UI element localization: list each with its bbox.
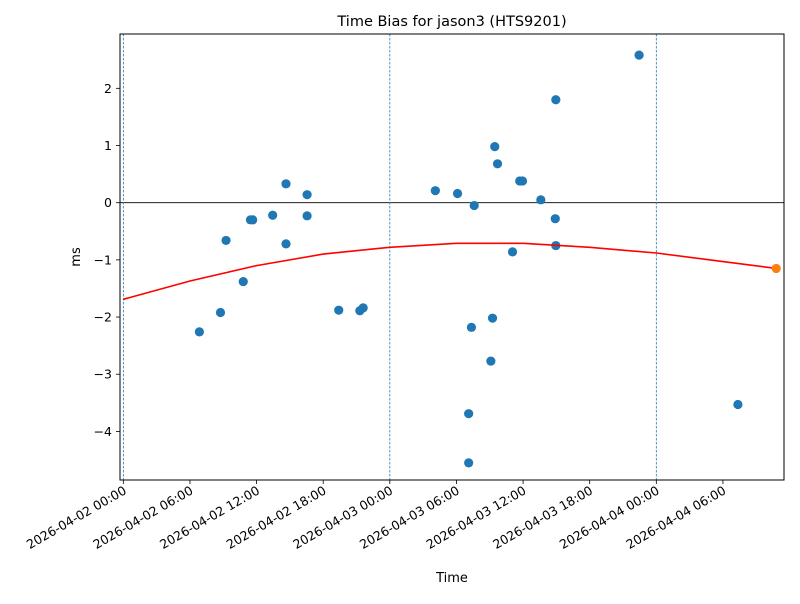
data-point bbox=[452, 188, 463, 199]
x-axis-label: Time bbox=[435, 571, 468, 586]
y-tick-label: 2 bbox=[104, 81, 112, 96]
data-point bbox=[248, 215, 258, 225]
data-point bbox=[466, 322, 477, 332]
data-point bbox=[492, 159, 503, 169]
data-point bbox=[221, 235, 231, 246]
data-point bbox=[490, 142, 500, 152]
chart-title: Time Bias for jason3 (HTS9201) bbox=[336, 14, 566, 30]
data-point bbox=[550, 214, 560, 224]
data-point bbox=[487, 313, 498, 323]
y-tick-label: 0 bbox=[104, 195, 112, 210]
data-point bbox=[517, 176, 528, 186]
data-point bbox=[464, 409, 474, 419]
y-tick-label: −1 bbox=[94, 252, 112, 267]
data-point bbox=[536, 195, 546, 205]
trend-fit-line bbox=[123, 242, 777, 301]
data-point bbox=[551, 95, 561, 105]
axes-frame bbox=[119, 33, 785, 481]
data-point bbox=[430, 186, 440, 196]
data-point bbox=[507, 247, 518, 257]
y-tick-label: −2 bbox=[94, 310, 112, 325]
endpoint-marker bbox=[771, 263, 781, 274]
data-point bbox=[733, 399, 743, 410]
y-tick-label: 1 bbox=[104, 138, 112, 153]
data-point bbox=[281, 179, 291, 189]
data-point bbox=[194, 327, 204, 337]
data-point bbox=[634, 50, 644, 60]
y-axis-label: ms bbox=[69, 247, 84, 267]
data-point bbox=[358, 303, 368, 313]
data-point bbox=[334, 305, 344, 315]
data-point bbox=[469, 200, 479, 211]
y-tick-label: −4 bbox=[94, 424, 112, 439]
data-point bbox=[238, 276, 248, 287]
data-point bbox=[215, 307, 226, 318]
data-point bbox=[302, 190, 312, 200]
plot-area bbox=[120, 34, 784, 480]
data-point bbox=[464, 458, 474, 468]
data-point bbox=[268, 210, 278, 220]
y-tick-label: −3 bbox=[94, 367, 112, 382]
data-point bbox=[486, 356, 496, 366]
data-point bbox=[281, 239, 291, 249]
data-point bbox=[302, 211, 312, 221]
